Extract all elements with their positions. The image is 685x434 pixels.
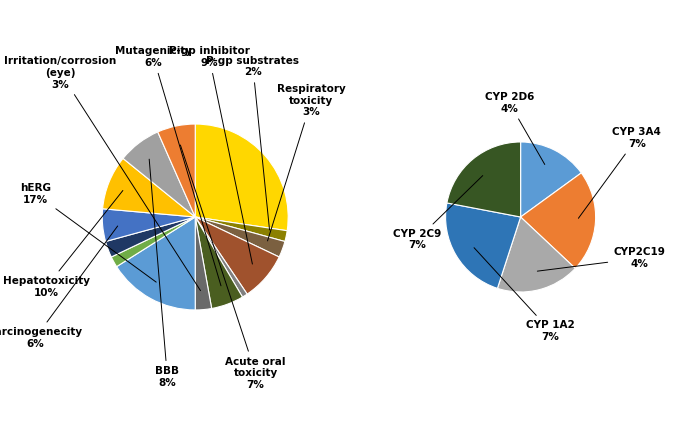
Wedge shape: [195, 217, 247, 297]
Wedge shape: [195, 124, 288, 231]
Wedge shape: [158, 124, 195, 217]
Text: Carcinogenecity
6%: Carcinogenecity 6%: [0, 226, 118, 349]
Text: P-gp substrates
2%: P-gp substrates 2%: [206, 56, 299, 230]
Wedge shape: [103, 158, 195, 217]
Text: Hepatotoxicity
10%: Hepatotoxicity 10%: [3, 191, 123, 298]
Text: CYP 2D6
4%: CYP 2D6 4%: [485, 92, 545, 164]
Wedge shape: [497, 217, 575, 292]
Text: CYP2C19
4%: CYP2C19 4%: [537, 247, 665, 271]
Wedge shape: [195, 217, 279, 294]
Wedge shape: [195, 217, 287, 241]
Text: Irritation/corrosion
(eye)
3%: Irritation/corrosion (eye) 3%: [4, 56, 201, 291]
Text: BBB
8%: BBB 8%: [149, 159, 179, 388]
Wedge shape: [195, 217, 285, 257]
Text: CYP 2C9
7%: CYP 2C9 7%: [393, 176, 483, 250]
Text: Respiratory
toxicity
3%: Respiratory toxicity 3%: [268, 84, 346, 241]
Text: CYP 3A4
7%: CYP 3A4 7%: [578, 128, 661, 218]
Wedge shape: [521, 142, 582, 217]
Wedge shape: [123, 132, 195, 217]
Text: P-gp inhibitor
9%: P-gp inhibitor 9%: [169, 46, 252, 264]
Wedge shape: [195, 217, 242, 309]
Wedge shape: [447, 142, 521, 217]
Text: CYP 1A2
7%: CYP 1A2 7%: [474, 248, 575, 342]
Text: Acute oral
toxicity
7%: Acute oral toxicity 7%: [180, 145, 286, 390]
Wedge shape: [521, 173, 596, 268]
Wedge shape: [102, 209, 195, 241]
Wedge shape: [116, 217, 195, 310]
Wedge shape: [105, 217, 195, 257]
Text: hERG
17%: hERG 17%: [20, 183, 156, 282]
Wedge shape: [445, 203, 521, 288]
Wedge shape: [111, 217, 195, 266]
Text: Mutagenicity
6%: Mutagenicity 6%: [115, 46, 221, 286]
Wedge shape: [195, 217, 212, 310]
